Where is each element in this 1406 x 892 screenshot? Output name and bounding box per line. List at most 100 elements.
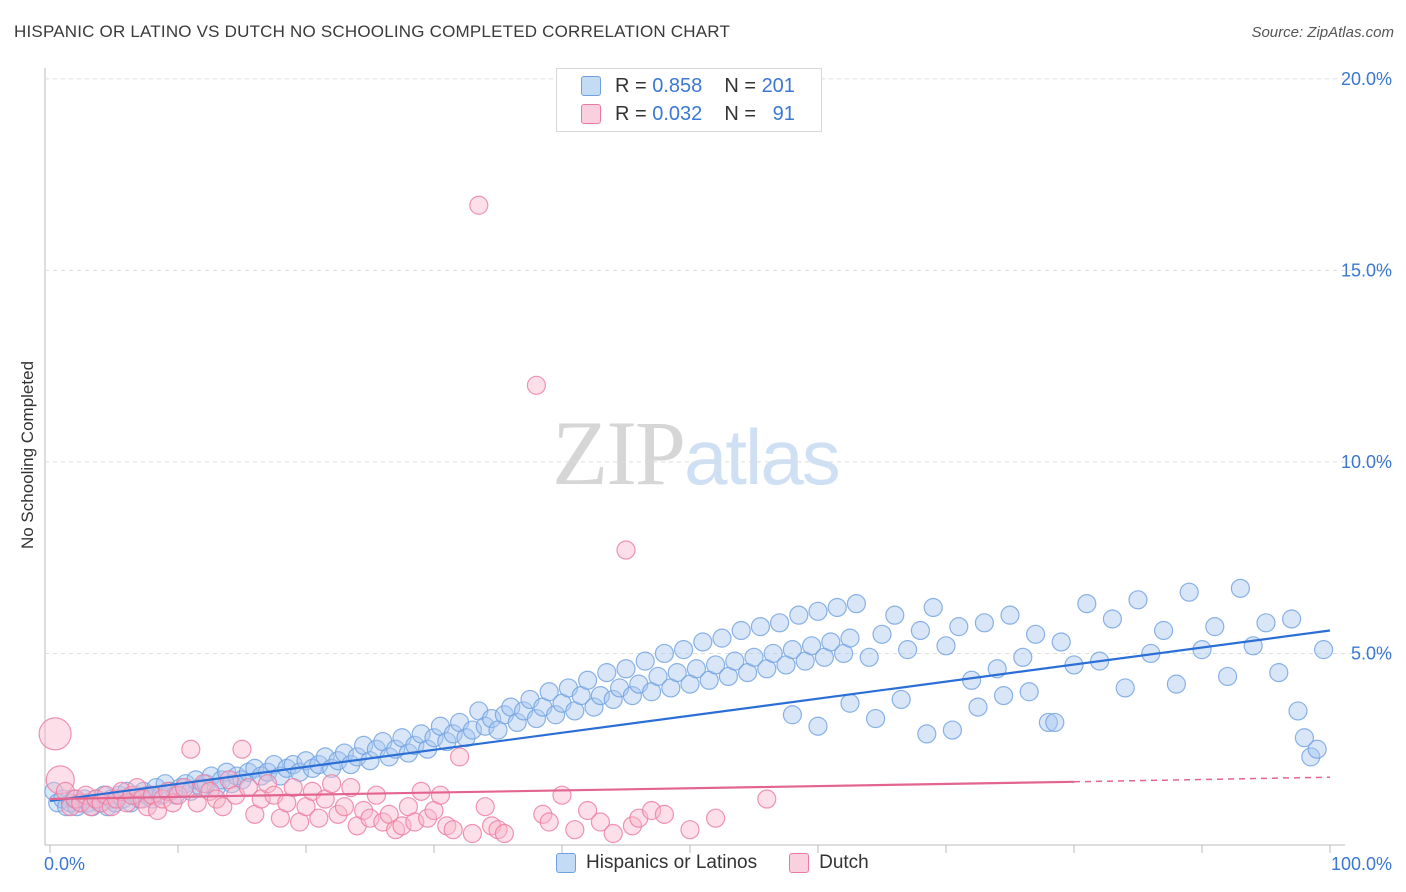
hispanic-point xyxy=(712,628,732,648)
hispanic-point xyxy=(526,708,547,729)
dutch-point xyxy=(309,808,329,828)
hispanic-point xyxy=(456,728,476,748)
dutch-point xyxy=(475,797,495,817)
dutch-point xyxy=(418,808,438,828)
legend-swatch-dutch xyxy=(581,104,601,124)
watermark: ZIPatlas xyxy=(552,400,841,506)
dutch-point xyxy=(450,747,470,767)
legend-row-hispanic: R = 0.858 N = 201 xyxy=(581,73,795,99)
dutch-point xyxy=(147,800,168,821)
hispanic-point xyxy=(750,617,771,637)
dutch-point xyxy=(232,739,252,759)
dutch-point xyxy=(494,823,514,844)
legend-label-dutch: Dutch xyxy=(819,852,869,873)
hispanic-point xyxy=(1153,620,1174,641)
hispanic-point xyxy=(1192,640,1212,660)
chart-title: HISPANIC OR LATINO VS DUTCH NO SCHOOLING… xyxy=(14,22,731,41)
dutch-trend-line-extension xyxy=(1073,776,1331,783)
dutch-point xyxy=(654,804,675,824)
dutch-point xyxy=(539,812,559,832)
x-tick-label: 0.0% xyxy=(44,854,85,874)
dutch-point xyxy=(705,808,726,828)
legend-item-hispanic[interactable]: Hispanics or Latinos xyxy=(556,852,757,874)
hispanic-point xyxy=(622,685,643,706)
legend-item-dutch[interactable]: Dutch xyxy=(789,852,869,874)
hispanic-point xyxy=(545,705,566,725)
dutch-point xyxy=(366,785,386,805)
hispanic-point xyxy=(482,708,502,729)
dutch-point xyxy=(168,785,188,805)
hispanic-point xyxy=(769,613,790,633)
dutch-point xyxy=(213,797,233,817)
hispanic-point xyxy=(475,716,495,736)
hispanic-point xyxy=(942,720,963,740)
hispanic-point xyxy=(1301,747,1321,767)
hispanic-point xyxy=(673,640,694,660)
legend-r-label: R = xyxy=(615,74,647,97)
hispanic-point xyxy=(949,617,969,637)
hispanic-point xyxy=(801,636,822,656)
hispanic-point xyxy=(443,724,463,744)
series-legend: Hispanics or Latinos Dutch xyxy=(556,852,901,874)
dutch-point xyxy=(354,800,374,821)
dutch-point xyxy=(328,804,348,824)
hispanic-point xyxy=(705,655,726,675)
legend-r-value: 0.032 xyxy=(652,102,703,125)
hispanic-point xyxy=(597,663,617,683)
hispanic-point xyxy=(1256,613,1276,633)
hispanic-point xyxy=(1013,647,1033,667)
hispanic-point xyxy=(693,632,713,652)
dutch-point xyxy=(392,816,412,836)
hispanic-point xyxy=(827,597,847,618)
hispanic-point xyxy=(923,597,943,618)
dutch-point xyxy=(181,739,201,759)
hispanic-point xyxy=(968,697,988,717)
hispanic-point xyxy=(1294,728,1315,748)
source-label[interactable]: Source: ZipAtlas.com xyxy=(1251,24,1394,41)
hispanic-point xyxy=(424,728,444,748)
hispanic-point xyxy=(654,643,675,664)
legend-r-label: R = xyxy=(615,102,647,125)
dutch-point xyxy=(590,812,611,832)
hispanic-point xyxy=(667,663,687,683)
hispanic-point xyxy=(936,636,956,656)
hispanic-point xyxy=(1025,624,1046,644)
dutch-point xyxy=(622,816,643,836)
hispanic-point xyxy=(782,640,803,660)
dutch-point xyxy=(577,800,598,821)
hispanic-point xyxy=(1077,594,1097,614)
y-tick-label: 10.0% xyxy=(1341,452,1392,472)
hispanic-point xyxy=(1205,617,1225,637)
hispanic-point xyxy=(1166,674,1187,694)
dutch-point xyxy=(206,789,226,809)
y-tick-label: 5.0% xyxy=(1351,643,1392,663)
watermark-atlas: atlas xyxy=(684,413,841,501)
hispanic-point xyxy=(891,689,911,710)
dutch-point xyxy=(258,774,278,794)
hispanic-point xyxy=(897,640,918,660)
hispanic-point xyxy=(462,720,482,740)
hispanic-point xyxy=(590,685,611,706)
hispanic-point xyxy=(910,620,931,641)
hispanic-point xyxy=(725,651,745,671)
hispanic-point xyxy=(865,708,886,729)
hispanic-trend-line xyxy=(49,629,1331,803)
hispanic-point xyxy=(603,689,623,710)
hispanic-point xyxy=(1307,739,1327,759)
hispanic-point xyxy=(648,666,668,687)
hispanic-point xyxy=(616,659,636,679)
correlation-legend: R = 0.858 N = 201 R = 0.032 N = 91 xyxy=(556,68,822,132)
dutch-point xyxy=(55,781,75,801)
legend-swatch-hispanic xyxy=(581,76,601,96)
hispanic-point xyxy=(1128,590,1148,610)
dutch-point xyxy=(533,804,553,824)
dutch-point xyxy=(552,785,572,805)
dutch-point xyxy=(641,800,662,821)
hispanic-point xyxy=(1179,582,1199,602)
hispanic-point xyxy=(821,632,841,652)
hispanic-point xyxy=(686,659,707,679)
hispanic-point xyxy=(859,647,879,667)
dutch-point xyxy=(680,820,700,840)
hispanic-point xyxy=(763,643,783,664)
